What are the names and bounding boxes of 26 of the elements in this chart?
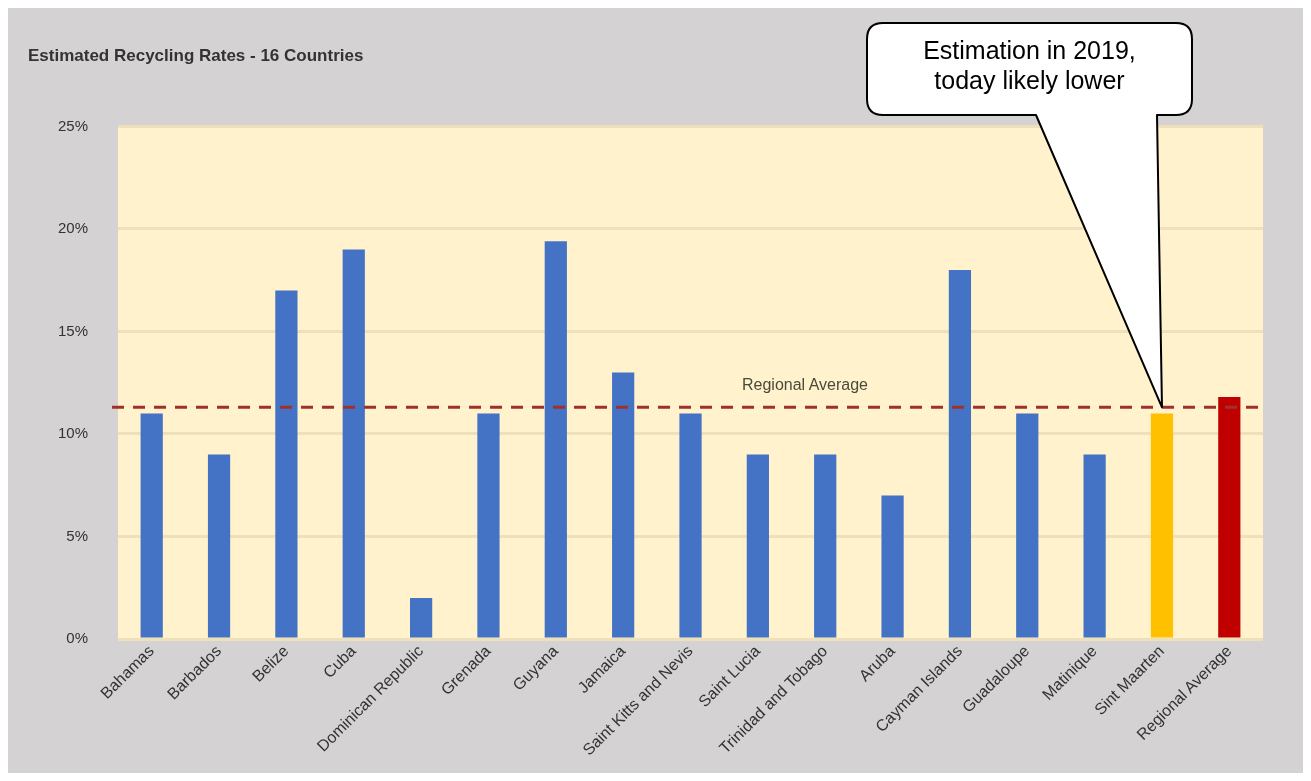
bar: [746, 454, 769, 638]
text: Estimation in 2019, today likely lower: [922, 35, 1137, 95]
bar: [814, 454, 837, 638]
ref-line-label: Regional Average: [741, 375, 869, 393]
y-tick-label: 20%: [57, 219, 89, 237]
bar: [477, 413, 500, 638]
bar: [881, 495, 904, 638]
bar: [1083, 454, 1106, 638]
y-tick-label: 10%: [57, 424, 89, 442]
y-tick-label: 15%: [57, 321, 89, 339]
bar: [679, 413, 702, 638]
bar: [612, 372, 635, 638]
bar: [1218, 397, 1241, 638]
bar: [1016, 413, 1039, 638]
bar: [948, 269, 972, 638]
chart-title: Estimated Recycling Rates - 16 Countries: [28, 45, 364, 65]
bar: [544, 241, 567, 638]
y-tick-label: 0%: [66, 629, 89, 647]
bar: [207, 454, 231, 638]
bar: [275, 290, 298, 638]
bar: [140, 413, 163, 638]
bar: [1150, 413, 1174, 638]
bar: [409, 598, 433, 638]
y-tick-label: 25%: [57, 116, 89, 134]
bar: [342, 249, 365, 638]
y-tick-label: 5%: [66, 526, 89, 544]
